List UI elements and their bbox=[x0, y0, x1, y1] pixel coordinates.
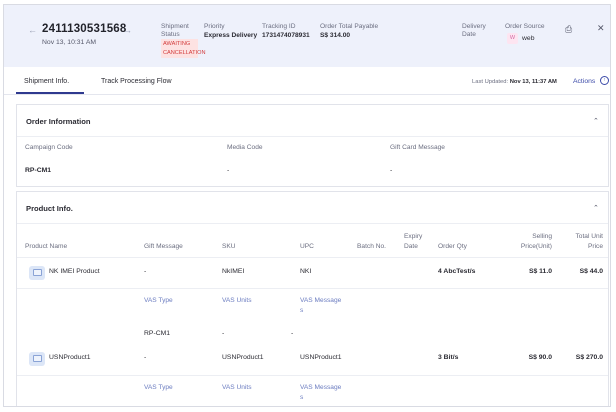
col-expiry-date: Expiry Date bbox=[404, 233, 423, 250]
order-total-label: Order Total Payable bbox=[320, 23, 379, 30]
order-date: Nov 13, 10:31 AM bbox=[42, 39, 97, 46]
order-source-label: Order Source bbox=[505, 23, 545, 30]
actions-button[interactable]: Actions bbox=[573, 78, 596, 85]
product-info-panel: Product Info. ⌃ Product Name Gift Messag… bbox=[16, 191, 609, 406]
active-tab-indicator bbox=[16, 92, 84, 94]
gift-card-message-value: - bbox=[390, 167, 393, 174]
tab-divider bbox=[4, 94, 610, 95]
vas-type-value: RP-CM1 bbox=[144, 330, 171, 337]
upc: USNProduct1 bbox=[300, 354, 342, 361]
row-divider bbox=[17, 288, 608, 289]
last-updated-value: Nov 13, 11:37 AM bbox=[509, 79, 557, 85]
product-thumbnail-icon bbox=[29, 266, 45, 280]
product-name[interactable]: NK IMEI Product bbox=[49, 268, 100, 275]
vas-units-value: - bbox=[222, 330, 225, 337]
order-id: 2411130531568 bbox=[42, 23, 127, 35]
tracking-id-label: Tracking ID bbox=[262, 23, 296, 30]
delivery-date-label: Delivery Date bbox=[462, 23, 486, 38]
col-sku: SKU bbox=[222, 243, 236, 250]
product-thumbnail-icon bbox=[29, 352, 45, 366]
vas-units-label: VAS Units bbox=[222, 384, 252, 391]
vas-type-label: VAS Type bbox=[144, 297, 173, 304]
shipment-detail-window: ← 2411130531568 → Nov 13, 10:31 AM Shipm… bbox=[3, 4, 611, 407]
media-code-value: - bbox=[227, 167, 230, 174]
table-row[interactable]: NK IMEI Product - NkIMEI NKI 4 AbcTest/s… bbox=[17, 258, 608, 288]
chevron-left-icon[interactable]: ← bbox=[28, 25, 37, 35]
col-batch-no: Batch No. bbox=[357, 243, 386, 250]
chevron-up-icon[interactable]: ⌃ bbox=[593, 205, 599, 212]
col-selling-price: Selling Price(Unit) bbox=[520, 233, 552, 250]
upc: NKI bbox=[300, 268, 312, 275]
col-product-name: Product Name bbox=[25, 243, 68, 250]
tracking-id-value: 1731474078931 bbox=[262, 32, 310, 39]
vas-message-value: - bbox=[291, 330, 294, 337]
status-badge: AWAITING CANCELLATION bbox=[161, 39, 205, 58]
priority-value: Express Delivery bbox=[204, 32, 258, 39]
total-unit-price: S$ 44.0 bbox=[579, 268, 603, 275]
order-information-panel: Order Information ⌃ Campaign Code RP-CM1… bbox=[16, 104, 609, 187]
panel-divider bbox=[17, 136, 608, 137]
tab-track-processing-flow[interactable]: Track Processing Flow bbox=[101, 78, 172, 85]
col-upc: UPC bbox=[300, 243, 314, 250]
gift-message: - bbox=[144, 268, 147, 275]
chevron-right-icon[interactable]: → bbox=[123, 25, 132, 35]
selling-price: S$ 90.0 bbox=[528, 354, 552, 361]
vas-messages-label: VAS Messages bbox=[300, 384, 342, 401]
col-total-unit-price: Total Unit Price bbox=[575, 233, 604, 250]
last-updated-label: Last Updated: bbox=[472, 79, 509, 85]
vas-units-label: VAS Units bbox=[222, 297, 252, 304]
web-source-icon: W bbox=[507, 33, 518, 44]
campaign-code-label: Campaign Code bbox=[25, 144, 73, 151]
order-information-title: Order Information bbox=[26, 117, 91, 126]
shipment-status-label: Shipment Status bbox=[161, 23, 189, 38]
order-qty: 4 AbcTest/s bbox=[438, 268, 476, 275]
col-gift-message: Gift Message bbox=[144, 243, 183, 250]
header-divider bbox=[17, 257, 608, 258]
vas-type-label: VAS Type bbox=[144, 384, 173, 391]
vas-messages-label: VAS Messages bbox=[300, 297, 342, 314]
product-name[interactable]: USNProduct1 bbox=[49, 354, 91, 361]
col-order-qty: Order Qty bbox=[438, 243, 467, 250]
actions-menu-icon[interactable]: ↑ bbox=[600, 76, 609, 85]
campaign-code-value: RP-CM1 bbox=[25, 167, 52, 174]
order-header: ← 2411130531568 → Nov 13, 10:31 AM Shipm… bbox=[4, 5, 610, 67]
media-code-label: Media Code bbox=[227, 144, 263, 151]
panel-divider bbox=[17, 223, 608, 224]
product-info-title: Product Info. bbox=[26, 204, 73, 213]
order-qty: 3 Bit/s bbox=[438, 354, 459, 361]
order-source-value: web bbox=[522, 35, 535, 42]
sku: NkIMEI bbox=[222, 268, 245, 275]
sku: USNProduct1 bbox=[222, 354, 264, 361]
total-unit-price: S$ 270.0 bbox=[575, 354, 603, 361]
close-icon[interactable]: ✕ bbox=[597, 23, 605, 33]
gift-card-message-label: Gift Card Message bbox=[390, 144, 445, 151]
chevron-up-icon[interactable]: ⌃ bbox=[593, 118, 599, 125]
selling-price: S$ 11.0 bbox=[528, 268, 552, 275]
row-divider bbox=[17, 375, 608, 376]
table-row[interactable]: USNProduct1 - USNProduct1 USNProduct1 3 … bbox=[17, 344, 608, 374]
tab-shipment-info[interactable]: Shipment Info. bbox=[24, 78, 70, 85]
order-total-value: S$ 314.00 bbox=[320, 32, 351, 39]
print-icon[interactable]: ⎙ bbox=[565, 24, 573, 34]
priority-label: Priority bbox=[204, 23, 225, 30]
last-updated: Last Updated: Nov 13, 11:37 AM bbox=[472, 79, 557, 85]
gift-message: - bbox=[144, 354, 147, 361]
